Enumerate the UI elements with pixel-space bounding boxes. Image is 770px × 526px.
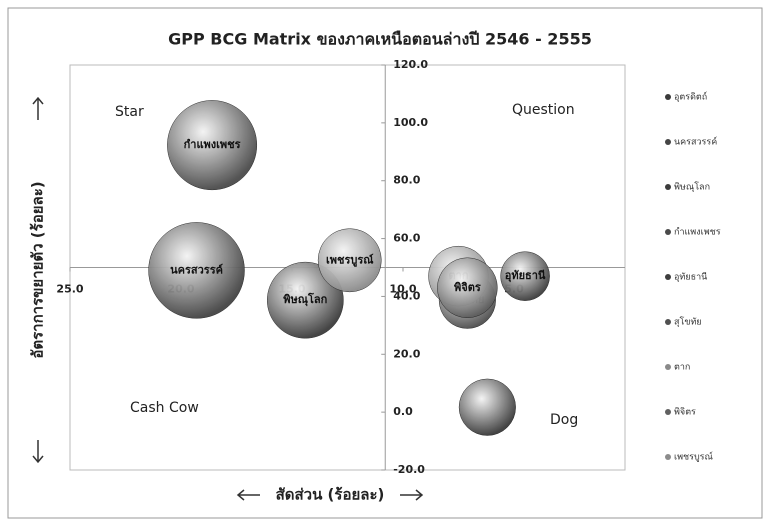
legend-swatch (665, 319, 671, 325)
bubble-label: พิษณุโลก (283, 292, 327, 307)
y-tick-label: 20.0 (393, 347, 420, 360)
legend-label: เพชรบูรณ์ (674, 451, 713, 463)
y-tick-label: 100.0 (393, 116, 428, 129)
axis-arrows (32, 96, 424, 501)
legend-label: นครสวรรค์ (674, 136, 717, 148)
arrow-right (400, 489, 424, 501)
quadrant-label: Question (512, 102, 575, 118)
x-axis-label: สัดส่วน (ร้อยละ) (276, 486, 385, 504)
legend-label: ตาก (674, 363, 690, 373)
bubble (148, 222, 245, 319)
legend-swatch (665, 454, 671, 460)
arrow-up (32, 96, 44, 120)
bubble (500, 251, 550, 301)
y-tick-label: 40.0 (393, 289, 420, 302)
bubble (167, 100, 258, 191)
y-tick-label: 0.0 (393, 405, 413, 418)
bubble-label: กำแพงเพชร (184, 138, 241, 151)
chart-title: GPP BCG Matrix ของภาคเหนือตอนล่างปี 2546… (168, 30, 592, 49)
bubble-label: พิจิตร (454, 281, 481, 294)
bubble-label: นครสวรรค์ (170, 263, 223, 276)
legend-label: กำแพงเพชร (674, 227, 721, 238)
y-tick-label: -20.0 (393, 463, 425, 476)
y-tick-label: 120.0 (393, 58, 428, 71)
legend-swatch (665, 409, 671, 415)
legend-label: สุโขทัย (674, 317, 702, 328)
legend-label: พิจิตร (674, 407, 696, 418)
x-tick-label: 25.0 (56, 283, 83, 296)
y-tick-label: 80.0 (393, 174, 420, 187)
legend-label: พิษณุโลก (674, 182, 710, 193)
arrow-left (236, 489, 260, 501)
quadrant-label: Dog (550, 412, 578, 428)
legend-label: อุตรดิตถ์ (674, 91, 707, 103)
arrow-down (32, 440, 44, 464)
legend-swatch (665, 94, 671, 100)
legend-swatch (665, 229, 671, 235)
bubble-label: อุทัยธานี (505, 269, 546, 283)
legend-swatch (665, 184, 671, 190)
bubble (266, 261, 344, 339)
bubble (437, 257, 498, 318)
y-axis-label: อัตราการขยายตัว (ร้อยละ) (29, 181, 47, 358)
legend-label: อุทัยธานี (674, 272, 707, 283)
y-tick-label: 60.0 (393, 232, 420, 245)
bubble (317, 228, 382, 293)
bubble (458, 378, 516, 436)
legend-swatch (665, 364, 671, 370)
bubble-label: เพชรบูรณ์ (326, 253, 374, 267)
quadrant-label: Star (115, 104, 144, 120)
legend-swatch (665, 274, 671, 280)
x-tick-label: 10.0 (389, 283, 416, 296)
legend-swatch (665, 139, 671, 145)
quadrant-label: Cash Cow (130, 400, 199, 416)
